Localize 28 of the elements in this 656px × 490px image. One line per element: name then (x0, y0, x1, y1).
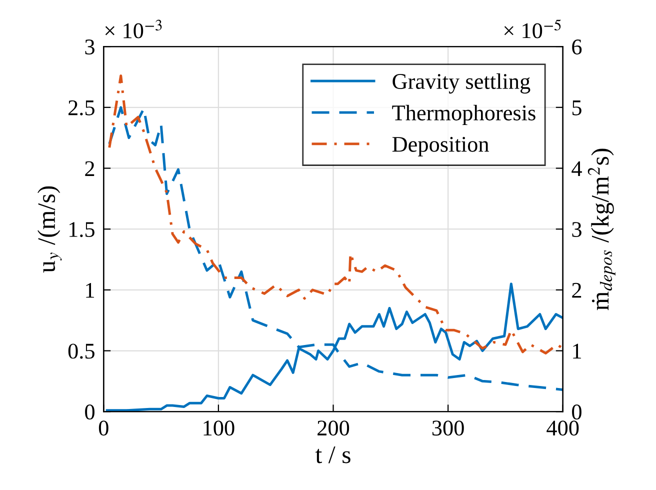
y2-tick-label: 0 (572, 404, 582, 420)
y2-tick-label: 2 (572, 282, 582, 298)
y-tick-label: 1.5 (69, 222, 94, 238)
y2-tick-label: 5 (572, 100, 582, 116)
x-tick-label: 300 (432, 420, 464, 436)
text: × 10$^{−3}$ (105, 20, 162, 38)
y-axis-title: u$_{y}$ /(m/s) (37, 186, 62, 273)
legend-label: Deposition (392, 136, 489, 156)
y2-axis-title: ṁ$_{depos}$ /(kg/m$^{2}$s) (588, 148, 616, 310)
y-tick-label: 0 (85, 404, 94, 420)
text: × 10$^{−5}$ (504, 20, 561, 38)
x-tick-label: 100 (204, 420, 234, 436)
y-tick-label: 3 (85, 40, 94, 54)
y-tick-label: 1 (86, 282, 94, 298)
y2-tick-label: 4 (572, 161, 582, 176)
y-tick-label: 2.5 (68, 100, 94, 116)
x-axis-title: t / s (315, 446, 350, 464)
legend-label: Gravity settling (392, 73, 530, 94)
x-tick-label: 200 (318, 420, 350, 436)
legend-label: Thermophoresis (392, 104, 536, 125)
y-tick-label: 0.5 (68, 344, 94, 359)
line-series (108, 74, 563, 354)
x-tick-label: 0 (98, 420, 108, 436)
y-tick-label: 2 (85, 161, 94, 176)
y2-tick-label: 3 (572, 222, 582, 238)
x-tick-label: 400 (546, 420, 579, 436)
y2-tick-label: 6 (572, 40, 582, 54)
y2-tick-label: 1 (573, 344, 581, 358)
